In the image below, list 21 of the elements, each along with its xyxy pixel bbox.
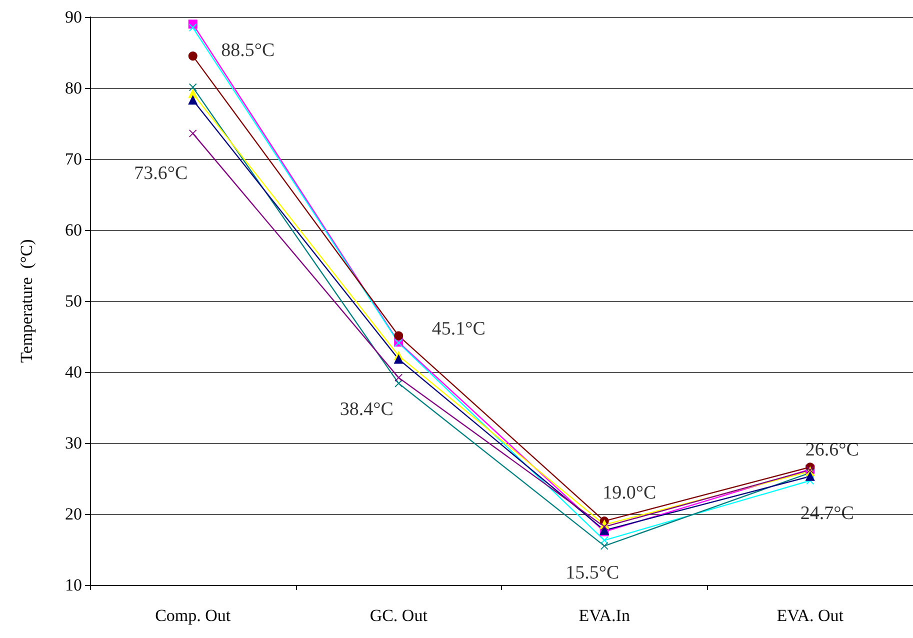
annotation: 26.6°C [805, 440, 859, 461]
annotation: 38.4°C [340, 398, 394, 420]
x-tick-label: EVA.In [578, 606, 630, 625]
annotation: 88.5°C [221, 40, 275, 62]
y-tick-label: 60 [65, 220, 82, 240]
y-tick-label: 70 [65, 150, 82, 168]
annotation: 45.1°C [432, 318, 486, 340]
y-tick-label: 50 [65, 292, 82, 310]
y-axis-title: Temperature (°C) [17, 239, 36, 363]
y-tick-label: 30 [65, 434, 82, 452]
annotation: 15.5°C [566, 562, 620, 584]
x-tick-label: Comp. Out [155, 606, 231, 625]
x-tick-label: EVA. Out [776, 606, 844, 625]
y-tick-label: 80 [65, 78, 82, 98]
y-tick-label: 10 [65, 576, 82, 594]
y-tick-label: 90 [65, 8, 82, 26]
annotation: 19.0°C [602, 482, 656, 504]
y-tick-label: 20 [65, 504, 82, 524]
annotation: 73.6°C [134, 162, 188, 184]
y-tick-label: 40 [65, 362, 82, 382]
x-tick-label: GC. Out [370, 606, 428, 625]
